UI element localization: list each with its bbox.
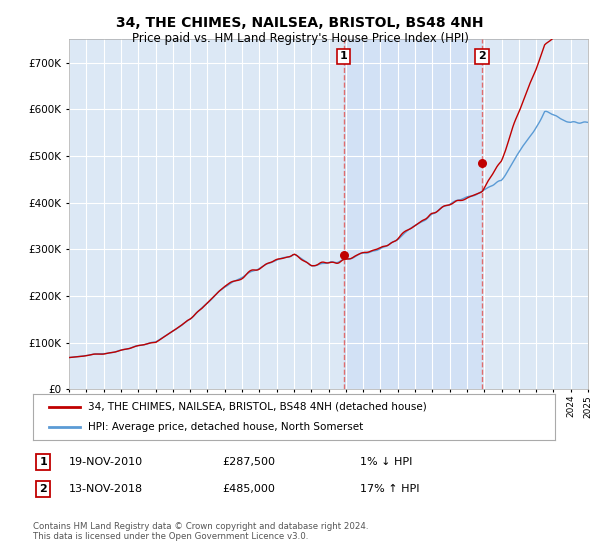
Text: 17% ↑ HPI: 17% ↑ HPI <box>360 484 419 494</box>
Text: HPI: Average price, detached house, North Somerset: HPI: Average price, detached house, Nort… <box>88 422 363 432</box>
Point <box>339 250 349 259</box>
Text: 1% ↓ HPI: 1% ↓ HPI <box>360 457 412 467</box>
Text: £485,000: £485,000 <box>222 484 275 494</box>
Text: 1: 1 <box>340 52 347 62</box>
Text: £287,500: £287,500 <box>222 457 275 467</box>
Text: 19-NOV-2010: 19-NOV-2010 <box>69 457 143 467</box>
Text: 13-NOV-2018: 13-NOV-2018 <box>69 484 143 494</box>
Point <box>478 158 487 167</box>
Text: 34, THE CHIMES, NAILSEA, BRISTOL, BS48 4NH (detached house): 34, THE CHIMES, NAILSEA, BRISTOL, BS48 4… <box>88 402 427 412</box>
Text: Contains HM Land Registry data © Crown copyright and database right 2024.
This d: Contains HM Land Registry data © Crown c… <box>33 522 368 542</box>
Text: 1: 1 <box>40 457 47 467</box>
Text: 34, THE CHIMES, NAILSEA, BRISTOL, BS48 4NH: 34, THE CHIMES, NAILSEA, BRISTOL, BS48 4… <box>116 16 484 30</box>
Text: 2: 2 <box>40 484 47 494</box>
Text: 2: 2 <box>478 52 486 62</box>
Text: Price paid vs. HM Land Registry's House Price Index (HPI): Price paid vs. HM Land Registry's House … <box>131 32 469 45</box>
Bar <box>344 39 482 389</box>
